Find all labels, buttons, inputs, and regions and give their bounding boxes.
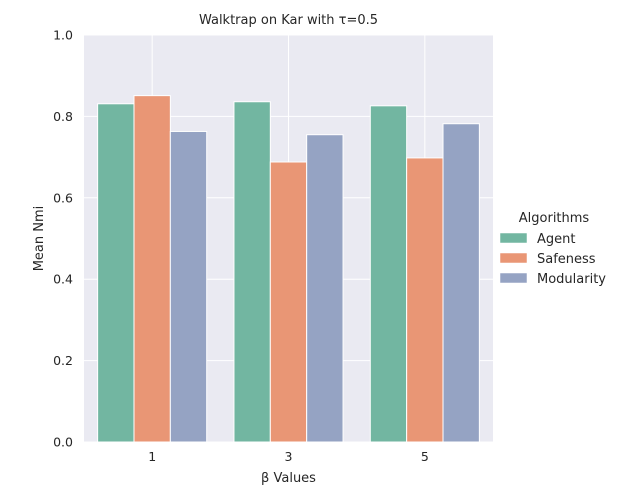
legend-swatch-safeness [499,252,528,264]
y-tick-label: 0.4 [53,272,73,287]
x-tick-label: 1 [148,449,156,464]
x-ticks: 1 3 5 [148,449,429,464]
bar-modularity-1 [169,130,208,443]
bar-safeness-3 [269,161,308,443]
bar-modularity-5 [442,123,480,443]
bar-safeness-5 [406,157,444,443]
legend: Algorithms Agent Safeness Modularity [499,211,606,287]
bar-safeness-1 [133,95,171,443]
x-tick-label: 5 [421,449,429,464]
y-tick-label: 0.6 [53,190,73,205]
legend-label-safeness: Safeness [537,252,596,267]
y-ticks: 0.0 0.2 0.4 0.6 0.8 1.0 [53,28,73,450]
y-tick-label: 0.8 [53,109,73,124]
bar-agent-5 [369,105,408,443]
legend-swatch-agent [499,232,528,244]
x-tick-label: 3 [285,449,293,464]
y-tick-label: 0.2 [53,353,73,368]
y-tick-label: 0.0 [53,435,73,450]
y-tick-label: 1.0 [53,28,73,43]
legend-label-agent: Agent [537,232,575,247]
bar-modularity-3 [306,134,344,443]
bar-agent-1 [97,103,135,443]
chart-title: Walktrap on Kar with τ=0.5 [199,13,378,28]
legend-swatch-modularity [499,272,528,284]
legend-label-modularity: Modularity [537,272,606,287]
legend-title: Algorithms [519,211,590,226]
y-axis-label: Mean Nmi [32,206,47,272]
bar-agent-3 [233,101,271,443]
bars [97,95,480,443]
x-axis-label: β Values [261,471,316,486]
